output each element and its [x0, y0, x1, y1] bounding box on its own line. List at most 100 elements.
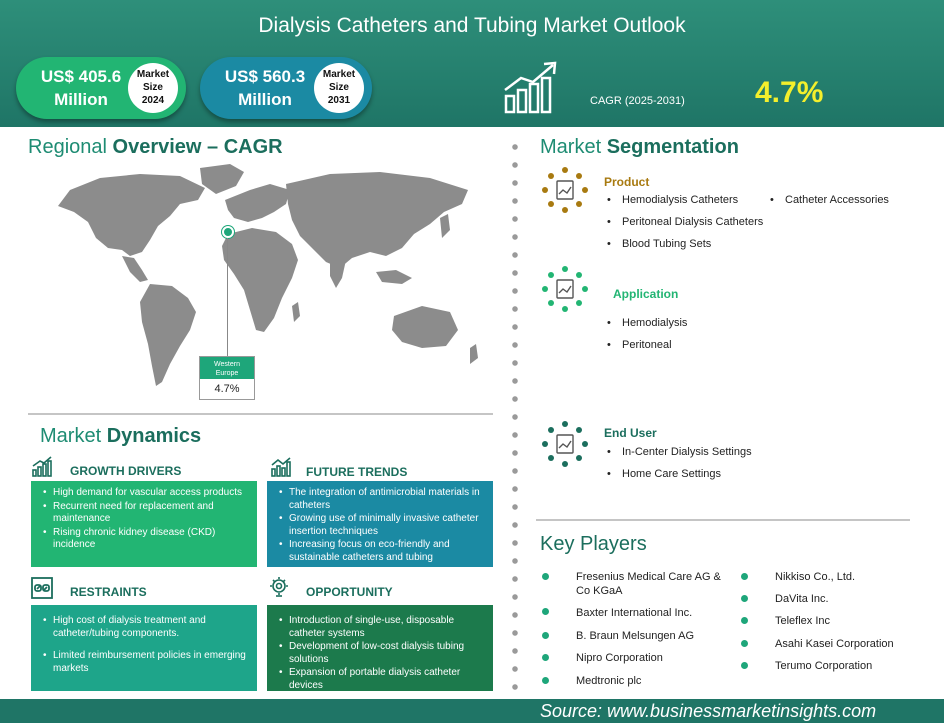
application-icon: [542, 266, 588, 312]
bullet-dot: [542, 573, 549, 580]
section-divider: [28, 413, 493, 415]
bullet-dot: [741, 617, 748, 624]
market-size-2031-badge: Market Size 2031: [314, 63, 364, 113]
product-item: Peritoneal Dialysis Catheters: [607, 216, 763, 228]
source-footer: Source: www.businessmarketinsights.com: [0, 699, 944, 723]
player-name: Terumo Corporation: [775, 660, 873, 672]
market-size-2031-value: US$ 560.3 Million: [210, 65, 320, 111]
badge-label: Market: [322, 69, 356, 80]
list-item: The integration of antimicrobial materia…: [277, 487, 485, 512]
title-light: Market: [40, 425, 102, 447]
region-name-line: Western: [214, 361, 240, 368]
world-map: [58, 164, 478, 386]
vertical-dotted-divider: [512, 138, 518, 718]
bullet-dot: [741, 573, 748, 580]
player-name: Nikkiso Co., Ltd.: [775, 571, 856, 583]
end-user-heading: End User: [604, 426, 657, 440]
region-name: Western Europe: [200, 357, 254, 379]
market-size-2024-amount: US$ 405.6: [40, 67, 122, 86]
region-name-line: Europe: [215, 370, 239, 377]
cagr-value: 4.7%: [755, 76, 824, 109]
regional-overview-title: Regional Overview – CAGR: [28, 136, 283, 159]
key-players-title: Key Players: [540, 533, 647, 555]
future-trends-card: The integration of antimicrobial materia…: [267, 481, 493, 567]
player-name: DaVita Inc.: [775, 593, 829, 605]
product-heading: Product: [604, 175, 650, 189]
end-user-icon: [542, 421, 588, 467]
bullet-dot: [542, 677, 549, 684]
market-size-2024-unit: Million: [54, 90, 108, 109]
title-bold: Dynamics: [106, 425, 202, 447]
bullet-dot: [542, 632, 549, 639]
market-dynamics-title: Market Dynamics: [40, 425, 201, 448]
region-callout: Western Europe 4.7%: [199, 356, 255, 400]
product-item: Catheter Accessories: [770, 194, 889, 206]
growth-drivers-card: High demand for vascular access products…: [31, 481, 257, 567]
list-item: Introduction of single-use, disposable c…: [277, 615, 485, 640]
badge-label: Size: [142, 82, 163, 93]
list-item: Development of low-cost dialysis tubing …: [277, 641, 485, 666]
growth-drivers-heading: GROWTH DRIVERS: [70, 464, 182, 478]
restraints-heading: RESTRAINTS: [70, 585, 147, 599]
callout-line: [227, 238, 228, 356]
market-size-2031-pill: US$ 560.3 Million Market Size 2031: [200, 57, 372, 119]
player-name: Fresenius Medical Care AG & Co KGaA: [576, 571, 721, 597]
list-item: Limited reimbursement policies in emergi…: [41, 650, 249, 675]
bullet-dot: [741, 640, 748, 647]
player-name: Baxter International Inc.: [576, 607, 693, 619]
bullet-dot: [542, 608, 549, 615]
header-banner: Dialysis Catheters and Tubing Market Out…: [0, 0, 944, 127]
market-segmentation-title: Market Segmentation: [540, 136, 739, 159]
gear-bulb-icon: [270, 577, 288, 597]
list-item: Increasing focus on eco-friendly and sus…: [277, 539, 485, 564]
player-name: Nipro Corporation: [576, 652, 663, 664]
player-name: Asahi Kasei Corporation: [775, 638, 894, 650]
cagr-label: CAGR (2025-2031): [590, 95, 685, 107]
broken-link-icon: [31, 577, 53, 599]
market-size-2024-value: US$ 405.6 Million: [26, 65, 136, 111]
market-size-2031-unit: Million: [238, 90, 292, 109]
restraints-card: High cost of dialysis treatment and cath…: [31, 605, 257, 691]
market-size-2024-pill: US$ 405.6 Million Market Size 2024: [16, 57, 186, 119]
bullet-dot: [542, 654, 549, 661]
market-size-2024-badge: Market Size 2024: [128, 63, 178, 113]
list-item: Rising chronic kidney disease (CKD) inci…: [41, 527, 249, 552]
trend-chart-icon: [271, 457, 291, 477]
list-item: Expansion of portable dialysis catheter …: [277, 667, 485, 692]
growth-chart-icon: [504, 61, 557, 114]
application-item: Hemodialysis: [607, 317, 688, 329]
title-bold: Segmentation: [606, 136, 739, 158]
title-light: Market: [540, 136, 602, 158]
badge-label: Size: [328, 82, 349, 93]
title-bold: Overview – CAGR: [112, 136, 283, 158]
bullet-dot: [741, 662, 748, 669]
page-title: Dialysis Catheters and Tubing Market Out…: [258, 14, 686, 37]
player-name: B. Braun Melsungen AG: [576, 630, 695, 642]
product-icon: [542, 167, 588, 213]
title-light: Regional: [28, 136, 107, 158]
product-item: Blood Tubing Sets: [607, 238, 711, 250]
list-item: High demand for vascular access products: [41, 487, 249, 500]
list-item: Recurrent need for replacement and maint…: [41, 501, 249, 526]
western-europe-marker[interactable]: [222, 226, 234, 238]
application-item: Peritoneal: [607, 339, 671, 351]
application-heading: Application: [613, 287, 679, 301]
region-cagr-value: 4.7%: [214, 383, 240, 395]
future-trends-heading: FUTURE TRENDS: [306, 465, 408, 479]
market-size-2031-amount: US$ 560.3: [224, 67, 306, 86]
opportunity-card: Introduction of single-use, disposable c…: [267, 605, 493, 691]
product-item: Hemodialysis Catheters: [607, 194, 738, 206]
section-divider: [536, 519, 910, 521]
badge-year: 2024: [141, 95, 165, 106]
list-item: High cost of dialysis treatment and cath…: [41, 615, 249, 640]
player-name: Medtronic plc: [576, 675, 642, 687]
end-user-item: Home Care Settings: [607, 468, 721, 480]
list-item: Growing use of minimally invasive cathet…: [277, 513, 485, 538]
badge-label: Market: [136, 69, 170, 80]
opportunity-heading: OPPORTUNITY: [306, 585, 393, 599]
bullet-dot: [741, 595, 748, 602]
player-name: Teleflex Inc: [775, 615, 831, 627]
growth-bars-icon: [32, 456, 52, 477]
badge-year: 2031: [327, 95, 351, 106]
end-user-item: In-Center Dialysis Settings: [607, 446, 752, 458]
